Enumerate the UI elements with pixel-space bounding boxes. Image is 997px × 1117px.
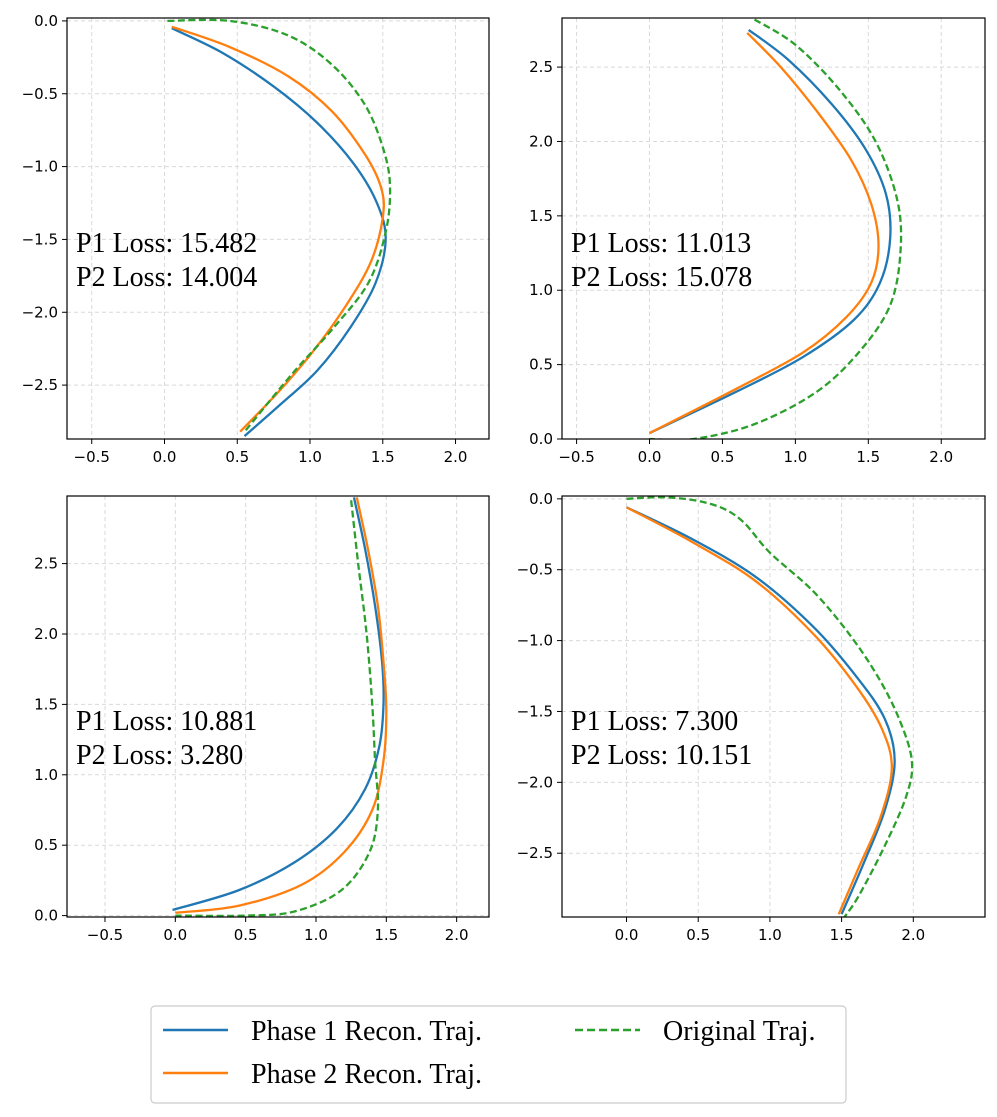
legend-label-phase1: Phase 1 Recon. Traj.	[251, 1016, 482, 1047]
x-tick-label: −0.5	[74, 448, 110, 466]
p1-loss-annotation: P1 Loss: 15.482	[76, 228, 257, 259]
y-tick-label: 2.5	[529, 58, 553, 76]
y-tick-label: −0.5	[517, 561, 553, 579]
x-tick-label: 2.0	[444, 448, 468, 466]
series-line-original	[175, 500, 380, 917]
y-tick-label: −1.0	[517, 632, 553, 650]
legend-frame	[150, 1005, 847, 1104]
y-tick-label: −2.5	[22, 376, 58, 394]
y-tick-label: 0.0	[34, 907, 58, 925]
x-tick-label: 2.0	[901, 926, 925, 944]
x-tick-label: 1.0	[304, 926, 328, 944]
y-tick-label: −1.5	[22, 230, 58, 248]
subplot-top-right: −0.5 0.0 0.5 1.0 1.5 2.0 0.0 0.5 1.0 1.5 2.0 2.5 P1 …	[529, 17, 986, 466]
y-tick-label: 2.0	[34, 625, 58, 643]
series-line-phase2	[625, 506, 893, 915]
y-tick-label: 0.0	[34, 12, 58, 30]
y-tick-label: −2.0	[517, 773, 553, 791]
p1-loss-annotation: P1 Loss: 7.300	[571, 706, 738, 737]
x-tick-label: 1.5	[374, 926, 398, 944]
x-tick-label: 2.0	[929, 448, 953, 466]
series-group	[648, 18, 903, 439]
x-tick-label: 1.0	[758, 926, 782, 944]
x-tick-label: 1.5	[830, 926, 854, 944]
axes-frame	[66, 17, 490, 440]
p2-loss-annotation: P2 Loss: 15.078	[571, 262, 752, 293]
series-line-original	[167, 18, 392, 433]
y-tick-label: −1.5	[517, 702, 553, 720]
x-tick-label: 0.5	[225, 448, 249, 466]
axes-frame	[561, 495, 986, 918]
y-tick-label: 2.0	[529, 132, 553, 150]
y-tick-label: 1.5	[529, 207, 553, 225]
x-tick-label: 1.0	[298, 448, 322, 466]
y-tick-label: 0.5	[34, 836, 58, 854]
y-tick-label: 0.5	[529, 356, 553, 374]
y-tick-label: 0.0	[529, 430, 553, 448]
p1-loss-annotation: P1 Loss: 11.013	[571, 228, 751, 259]
axes-frame	[66, 495, 490, 918]
p1-loss-annotation: P1 Loss: 10.881	[76, 706, 257, 737]
x-tick-label: 0.5	[234, 926, 258, 944]
legend: Phase 1 Recon. Traj. Phase 2 Recon. Traj…	[150, 1005, 847, 1104]
subplot-bottom-left: −0.5 0.0 0.5 1.0 1.5 2.0 0.0 0.5 1.0 1.5 2.0 2.5 P1 …	[34, 495, 490, 944]
series-line-phase1	[649, 28, 892, 435]
axes-frame	[561, 17, 986, 440]
x-tick-label: −0.5	[87, 926, 123, 944]
series-group	[625, 496, 914, 917]
y-tick-label: −0.5	[22, 85, 58, 103]
x-tick-label: 0.5	[686, 926, 710, 944]
p2-loss-annotation: P2 Loss: 14.004	[76, 262, 257, 293]
x-tick-label: 2.0	[445, 926, 469, 944]
series-group	[167, 18, 392, 437]
y-tick-label: 0.0	[529, 490, 553, 508]
series-line-phase1	[172, 497, 385, 912]
x-tick-label: 0.0	[153, 448, 177, 466]
series-line-phase2	[648, 32, 880, 435]
x-tick-label: 1.0	[783, 448, 807, 466]
x-tick-label: 0.0	[638, 448, 662, 466]
y-tick-label: −1.0	[22, 158, 58, 176]
y-tick-label: −2.5	[517, 844, 553, 862]
legend-label-original: Original Traj.	[663, 1016, 815, 1047]
p2-loss-annotation: P2 Loss: 10.151	[571, 740, 752, 771]
subplot-bottom-right: 0.0 0.5 1.0 1.5 2.0 0.0 −0.5 −1.0 −1.5 −2.0 −2.5 P1…	[517, 490, 986, 944]
subplot-top-left: −0.5 0.0 0.5 1.0 1.5 2.0 0.0 −0.5 −1.0 −1.5 −2.0 −2…	[22, 12, 490, 466]
x-tick-label: −0.5	[558, 448, 594, 466]
series-line-phase1	[626, 506, 896, 915]
y-tick-label: 1.5	[34, 695, 58, 713]
legend-label-phase2: Phase 2 Recon. Traj.	[251, 1059, 482, 1090]
p2-loss-annotation: P2 Loss: 3.280	[76, 740, 243, 771]
x-tick-label: 1.5	[371, 448, 395, 466]
y-tick-label: −2.0	[22, 303, 58, 321]
x-tick-label: 1.5	[856, 448, 880, 466]
series-line-original	[626, 496, 914, 917]
x-tick-label: 0.0	[615, 926, 639, 944]
series-group	[172, 497, 388, 917]
y-tick-label: 1.0	[529, 281, 553, 299]
y-tick-label: 2.5	[34, 555, 58, 573]
series-line-original	[649, 18, 903, 439]
series-line-phase2	[175, 497, 388, 914]
x-tick-label: 0.5	[711, 448, 735, 466]
y-tick-label: 1.0	[34, 766, 58, 784]
x-tick-label: 0.0	[163, 926, 187, 944]
